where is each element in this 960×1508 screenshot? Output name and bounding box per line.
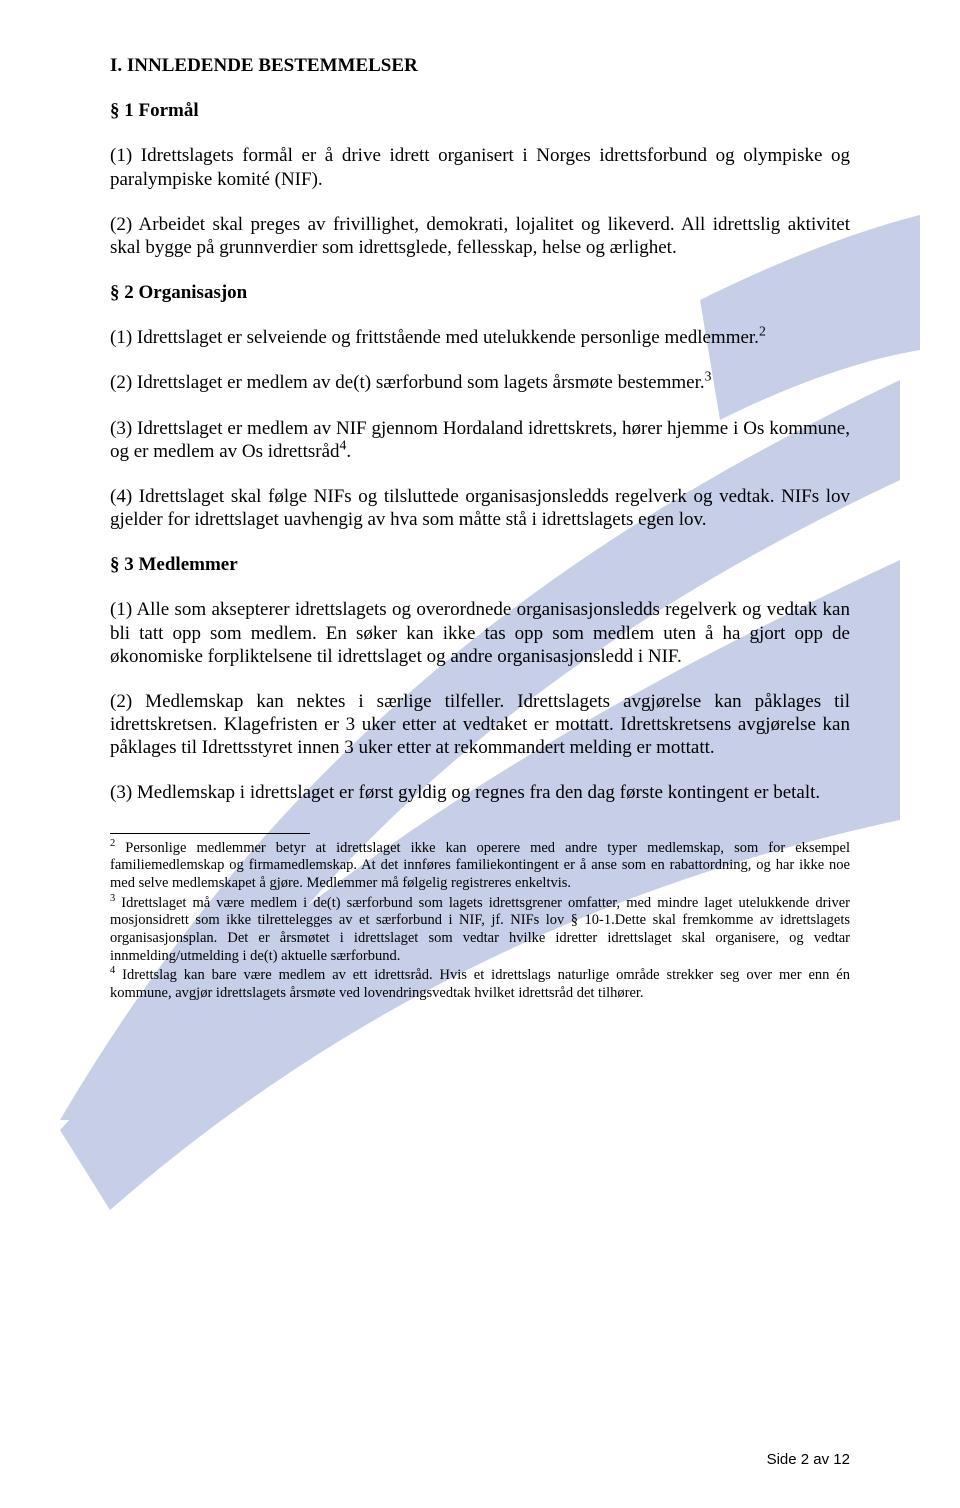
- s3-p3: (3) Medlemskap i idrettslaget er først g…: [110, 781, 850, 804]
- s2-p3: (3) Idrettslaget er medlem av NIF gjenno…: [110, 417, 850, 463]
- footnote-3: 3 Idrettslaget må være medlem i de(t) sæ…: [110, 895, 850, 966]
- section-title: I. INNLEDENDE BESTEMMELSER: [110, 54, 850, 77]
- s2-p4: (4) Idrettslaget skal følge NIFs og tils…: [110, 485, 850, 531]
- s1-p1: (1) Idrettslagets formål er å drive idre…: [110, 144, 850, 190]
- page-footer: Side 2 av 12: [767, 1451, 850, 1468]
- s2-p2: (2) Idrettslaget er medlem av de(t) særf…: [110, 371, 850, 394]
- s3-p1: (1) Alle som aksepterer idrettslagets og…: [110, 598, 850, 668]
- s2-p1-text: (1) Idrettslaget er selveiende og fritts…: [110, 327, 759, 348]
- s3-p2: (2) Medlemskap kan nektes i særlige tilf…: [110, 690, 850, 760]
- s3-heading: § 3 Medlemmer: [110, 553, 850, 576]
- s2-p3-text-b: .: [346, 441, 351, 462]
- s1-heading: § 1 Formål: [110, 99, 850, 122]
- s2-p1-sup: 2: [759, 324, 766, 339]
- footnote-4-text: Idrettslag kan bare være medlem av ett i…: [110, 967, 850, 1001]
- s2-p3-text-a: (3) Idrettslaget er medlem av NIF gjenno…: [110, 418, 850, 462]
- s2-p2-sup: 3: [705, 369, 712, 384]
- s2-heading: § 2 Organisasjon: [110, 281, 850, 304]
- s2-p2-text: (2) Idrettslaget er medlem av de(t) særf…: [110, 372, 705, 393]
- footnote-2-text: Personlige medlemmer betyr at idrettslag…: [110, 840, 850, 891]
- s2-p1: (1) Idrettslaget er selveiende og fritts…: [110, 326, 850, 349]
- footnote-separator: [110, 833, 310, 834]
- footnote-2: 2 Personlige medlemmer betyr at idrettsl…: [110, 840, 850, 893]
- document-body: I. INNLEDENDE BESTEMMELSER § 1 Formål (1…: [110, 54, 850, 1003]
- footnotes-block: 2 Personlige medlemmer betyr at idrettsl…: [110, 840, 850, 1003]
- document-page: I. INNLEDENDE BESTEMMELSER § 1 Formål (1…: [0, 0, 960, 1508]
- footnote-3-text: Idrettslaget må være medlem i de(t) særf…: [110, 895, 850, 964]
- footnote-4: 4 Idrettslag kan bare være medlem av ett…: [110, 967, 850, 1002]
- s1-p2: (2) Arbeidet skal preges av frivillighet…: [110, 213, 850, 259]
